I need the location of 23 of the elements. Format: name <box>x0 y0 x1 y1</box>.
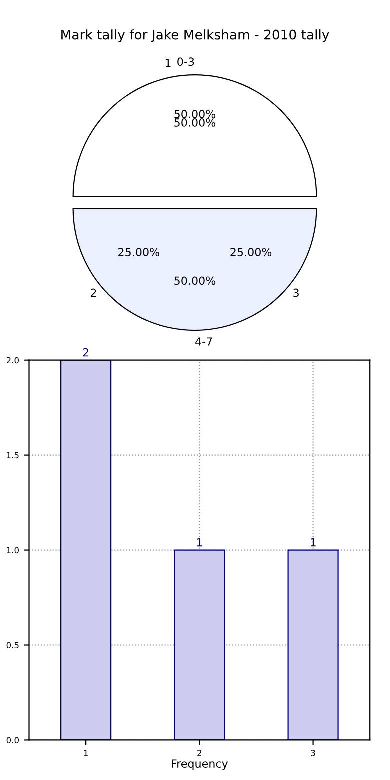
slice-label: 0-3 <box>178 58 194 66</box>
text: 25.00% <box>118 248 160 257</box>
text: 50.00% <box>174 110 216 118</box>
y-tick-label: 0.0 <box>6 737 19 744</box>
text: 25.00% <box>230 248 272 257</box>
x-axis-title: Frequency <box>172 760 228 770</box>
chart-title: Mark tally for Jake Melksham - 2010 tally <box>62 30 330 42</box>
y-tick-label: 1.5 <box>7 452 19 459</box>
x-tick-label: 2 <box>198 750 202 756</box>
y-tick-label: 1.0 <box>7 547 19 554</box>
text: 1 <box>166 59 171 68</box>
slice-label: 4-7 <box>196 338 212 346</box>
data-label: 1 <box>197 538 202 547</box>
y-tick-label: 2.0 <box>6 357 19 364</box>
text: 2 <box>91 288 96 298</box>
x-tick-label: 1 <box>84 750 88 756</box>
y-tick-label: 0.5 <box>6 642 19 649</box>
data-label: 1 <box>310 538 316 547</box>
data-label: 50.00% <box>174 118 216 127</box>
data-label: 2 <box>83 348 88 357</box>
data-label: 50.00% <box>174 276 216 286</box>
x-tick-label: 3 <box>311 750 316 756</box>
text: 3 <box>294 288 299 298</box>
